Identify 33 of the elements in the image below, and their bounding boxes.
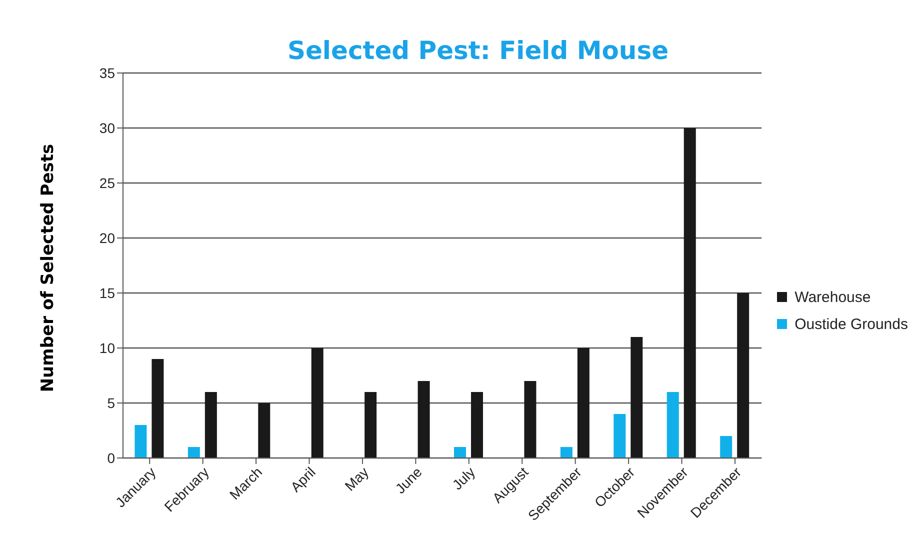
bar <box>188 447 200 458</box>
legend-label: Oustide Grounds <box>794 316 908 332</box>
bar <box>737 293 750 458</box>
y-tick-label: 20 <box>99 230 116 246</box>
bar <box>666 392 679 458</box>
bar <box>311 348 324 458</box>
y-tick-label: 5 <box>107 394 116 411</box>
bar <box>152 359 164 458</box>
bar <box>134 425 147 458</box>
x-tick-label: May <box>342 464 372 494</box>
bar <box>684 128 696 458</box>
y-tick-label: 15 <box>99 284 116 301</box>
bar <box>364 392 377 458</box>
bar <box>560 447 572 458</box>
bar <box>258 403 270 458</box>
y-tick-label: 0 <box>107 450 116 466</box>
bar <box>630 337 643 458</box>
bar <box>614 414 626 458</box>
bar <box>418 381 430 458</box>
y-axis-title: Number of Selected Pests <box>38 144 58 392</box>
bar <box>204 392 217 458</box>
y-tick-label: 30 <box>99 120 116 136</box>
bar <box>454 447 466 458</box>
legend-label: Warehouse <box>794 288 871 306</box>
bar <box>524 381 536 458</box>
bar <box>577 348 590 458</box>
y-tick-label: 35 <box>99 64 116 81</box>
y-tick-label: 10 <box>99 340 116 356</box>
x-tick-label: July <box>449 464 478 493</box>
bar <box>471 392 484 458</box>
chart-title: Selected Pest: Field Mouse <box>286 36 670 65</box>
bar <box>720 436 732 458</box>
y-tick-label: 25 <box>99 174 116 191</box>
